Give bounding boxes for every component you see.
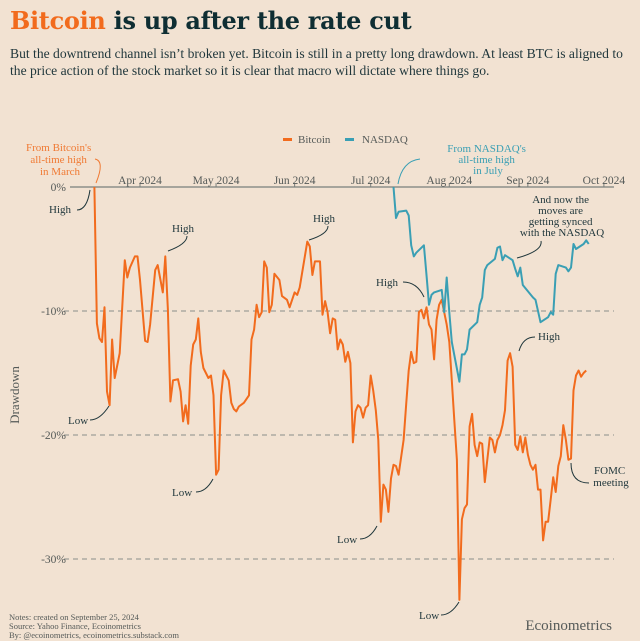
annotation-high: High <box>538 331 561 343</box>
annotation-nasdaq-ath: From NASDAQ's all-time high in July <box>447 143 528 177</box>
arrow-icon <box>308 225 329 241</box>
y-tick-label: 0% <box>51 182 67 194</box>
arrow-icon <box>518 336 536 352</box>
annotation-low: Low <box>337 534 357 546</box>
arrow-icon <box>402 281 425 298</box>
annotations: From Bitcoin's all-time high in March Fr… <box>26 142 629 622</box>
arrow-icon <box>359 525 378 540</box>
annotation-high: High <box>313 213 336 225</box>
legend: Bitcoin NASDAQ <box>283 134 408 146</box>
series-line-nasdaq <box>392 186 590 383</box>
y-axis: 0% -10% -20% -30% <box>41 182 66 566</box>
brand-logo: Ecoinometrics <box>525 618 612 634</box>
arrow-icon <box>167 235 188 252</box>
arrow-icon <box>516 240 542 259</box>
y-tick-label: -20% <box>41 430 66 442</box>
x-axis: Apr 2024 May 2024 Jun 2024 Jul 2024 Aug 2024… <box>118 175 625 187</box>
footer-by: By: @ecoinometrics, ecoinometrics.substa… <box>9 630 179 640</box>
annotation-high: High <box>49 204 72 216</box>
series <box>93 186 590 601</box>
x-tick-label: Oct 2024 <box>583 175 626 187</box>
y-tick-label: -30% <box>41 554 66 566</box>
annotation-low: Low <box>172 487 192 499</box>
annotation-high: High <box>376 277 399 289</box>
legend-swatch-bitcoin <box>283 138 292 141</box>
arrow-icon <box>76 189 91 211</box>
arrow-icon <box>397 158 421 185</box>
annotation-fomc: FOMC meeting <box>593 465 629 489</box>
grid <box>64 186 614 560</box>
legend-swatch-nasdaq <box>345 138 354 141</box>
arrow-icon <box>89 405 110 421</box>
arrow-icon <box>440 601 460 616</box>
x-tick-label: Jun 2024 <box>274 175 316 187</box>
subtitle: But the downtrend channel isn’t broken y… <box>10 46 623 78</box>
annotation-synced: And now the moves are getting synced wit… <box>520 194 604 239</box>
annotation-btc-ath: From Bitcoin's all-time high in March <box>26 142 94 178</box>
arrow-icon <box>195 478 214 493</box>
arrow-icon <box>570 462 590 484</box>
title-rest: is up after the rate cut <box>105 6 412 35</box>
footer-source: Source: Yahoo Finance, Ecoinometrics <box>9 621 141 631</box>
legend-label-nasdaq: NASDAQ <box>362 134 408 146</box>
x-tick-label: Apr 2024 <box>118 175 162 187</box>
page-title: Bitcoin is up after the rate cut <box>10 6 412 35</box>
annotation-low: Low <box>419 610 439 622</box>
footer-notes: Notes: created on September 25, 2024 <box>9 612 140 622</box>
y-axis-label: Drawdown <box>7 366 22 424</box>
annotation-high: High <box>172 223 195 235</box>
arrow-icon <box>94 158 101 184</box>
x-tick-label: Jul 2024 <box>351 175 391 187</box>
legend-label-bitcoin: Bitcoin <box>298 134 331 146</box>
x-tick-label: May 2024 <box>193 175 240 187</box>
title-accent: Bitcoin <box>10 6 106 35</box>
x-tick-label: Aug 2024 <box>426 175 472 187</box>
annotation-low: Low <box>68 415 88 427</box>
y-tick-label: -10% <box>41 306 66 318</box>
series-line-bitcoin <box>93 186 587 601</box>
x-tick-label: Sep 2024 <box>506 175 549 187</box>
